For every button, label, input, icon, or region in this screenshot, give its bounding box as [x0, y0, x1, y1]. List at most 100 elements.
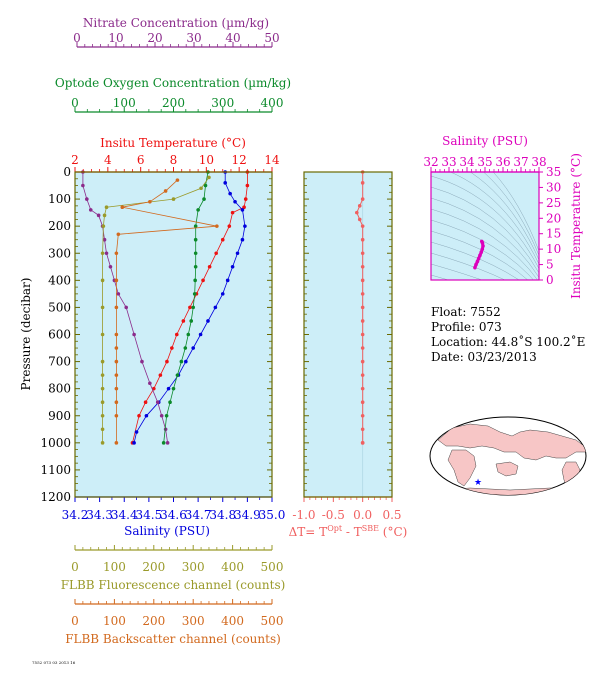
backscatter-point [215, 224, 219, 228]
inset-salinity-axis: 32 33 34 35 36 37 38 [423, 155, 547, 173]
nitrate-axis-label: Nitrate Concentration (µm/kg) [83, 16, 269, 30]
pressure-tick-label: 100 [48, 192, 71, 206]
inset-contour-line [431, 230, 529, 280]
delta-tick-label: -1.0 [292, 508, 315, 522]
backscatter-tick-label: 400 [221, 614, 244, 628]
pressure-tick-label: 600 [48, 328, 71, 342]
oxygen-tick-label: 200 [162, 96, 185, 110]
delta-series [355, 170, 365, 445]
backscatter-point [114, 400, 119, 405]
nitrate-axis: 0 10 20 30 40 50 [73, 31, 280, 48]
temperature-point [207, 264, 212, 269]
inset-temperature-axis-label: Insitu Temperature (°C) [569, 153, 583, 299]
map-land-south-america [561, 461, 581, 491]
backscatter-point [163, 189, 168, 193]
delta-tick-label: 0.5 [382, 508, 401, 522]
inset-contour-line [482, 172, 539, 256]
ts-point [474, 262, 478, 267]
fluorescence-tick-label: 100 [103, 560, 126, 574]
nitrate-tick-label: 0 [73, 31, 81, 45]
oxygen-point [186, 332, 191, 337]
salinity-axis: 34.234.334.434.534.634.734.834.935.0 [62, 496, 285, 522]
delta-point [360, 400, 365, 405]
inset-contour-line [431, 252, 506, 280]
salinity-point [240, 237, 245, 242]
inset-temperature-tick-label: 25 [546, 196, 561, 210]
fluorescence-point [100, 251, 105, 256]
inset-temperature-tick-label: 5 [546, 258, 554, 272]
salinity-series-line [133, 172, 246, 443]
nitrate-point [104, 251, 109, 256]
inset-temperature-tick-label: 0 [546, 273, 554, 287]
temperature-point [245, 183, 250, 188]
oxygen-point [168, 400, 172, 405]
pressure-tick-label: 500 [48, 300, 71, 314]
nitrate-point [108, 264, 113, 269]
temperature-point [174, 332, 179, 337]
fluorescence-point [207, 175, 211, 180]
main-plot-area [75, 172, 272, 497]
temperature-point [181, 319, 186, 323]
oxygen-point [203, 183, 208, 188]
ts-point [480, 247, 485, 251]
ts-point [478, 253, 482, 258]
oxygen-point [193, 264, 198, 269]
delta-point [360, 305, 365, 310]
temperature-point [227, 224, 232, 228]
salinity-tick-label: 34.3 [86, 508, 113, 522]
pressure-tick-label: 1100 [40, 463, 71, 477]
nitrate-point [96, 213, 101, 218]
delta-point [360, 359, 365, 364]
temperature-point [243, 197, 248, 201]
delta-point [360, 427, 365, 432]
backscatter-point [175, 178, 180, 182]
salinity-point [233, 199, 237, 204]
backscatter-point [114, 332, 119, 337]
nitrate-point [165, 441, 170, 445]
backscatter-point [116, 232, 121, 237]
backscatter-point [114, 346, 119, 350]
temperature-tick-label: 10 [199, 153, 214, 167]
salinity-point [166, 386, 171, 391]
temperature-point [242, 205, 246, 210]
salinity-point [191, 346, 195, 350]
temperature-point [158, 373, 163, 377]
nitrate-tick-label: 20 [147, 31, 162, 45]
pressure-tick-label: 1200 [40, 490, 71, 504]
salinity-point [144, 413, 149, 418]
temperature-tick-label: 4 [104, 153, 112, 167]
temperature-tick-label: 6 [137, 153, 145, 167]
inset-plot-area [431, 172, 539, 280]
fluorescence-point [100, 413, 105, 418]
salinity-point [132, 441, 136, 445]
fluorescence-point [100, 386, 105, 391]
delta-point [357, 204, 362, 208]
delta-point [360, 264, 365, 269]
inset-salinity-tick-label: 32 [423, 155, 438, 169]
inset-contour-line [431, 274, 450, 280]
backscatter-axis: 0 100 200 300 400 500 [71, 599, 283, 628]
inset-salinity-tick-label: 35 [477, 155, 492, 169]
inset-salinity-tick-label: 33 [441, 155, 456, 169]
salinity-point [213, 305, 218, 310]
fluorescence-point [100, 278, 105, 283]
pressure-tick-label: 800 [48, 382, 71, 396]
map-land-antarctica [439, 487, 581, 495]
oxygen-point [193, 278, 197, 283]
delta-axis-label: ΔT= TOpt - TSBE (°C) [289, 524, 408, 539]
inset-plot-frame [430, 171, 540, 281]
pressure-axis: 0 100 200 300 400 500 600 700 800 900 1000 1100 1200 [40, 165, 392, 504]
delta-point [360, 251, 365, 256]
temperature-tick-label: 8 [170, 153, 178, 167]
salinity-point [184, 359, 188, 364]
inset-contour-line [431, 197, 539, 278]
map-land-australia [495, 461, 519, 477]
inset-contour-line [431, 208, 538, 280]
delta-point [360, 386, 365, 391]
backscatter-point [114, 413, 119, 418]
fluorescence-point [101, 224, 106, 228]
fluorescence-point [100, 441, 105, 445]
delta-plot-frame [303, 171, 393, 498]
